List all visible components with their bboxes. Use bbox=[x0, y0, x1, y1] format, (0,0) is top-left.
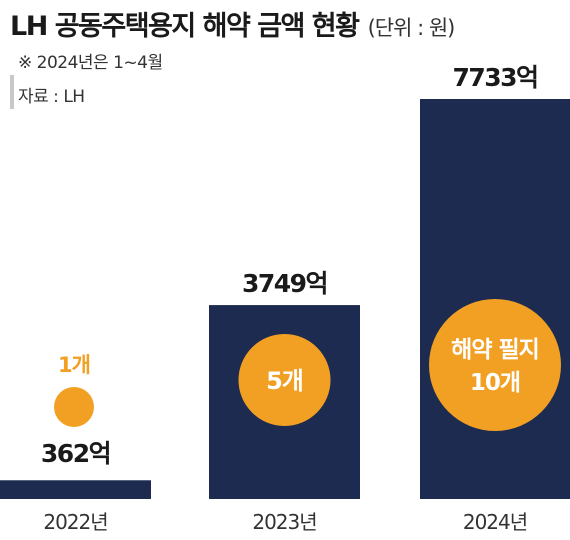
chart-title: LH 공동주택용지 해약 금액 현황 bbox=[10, 11, 360, 42]
count-label: 5개 bbox=[266, 367, 303, 395]
count-label: 10개 bbox=[470, 370, 520, 396]
x-tick-label: 2022년 bbox=[43, 510, 107, 534]
count-caption: 해약 필지 bbox=[451, 337, 539, 363]
bar-1 bbox=[0, 480, 151, 499]
x-tick-label: 2023년 bbox=[252, 510, 316, 534]
count-circle bbox=[238, 334, 331, 426]
count-circle bbox=[429, 299, 561, 431]
value-label: 7733억 bbox=[452, 63, 537, 92]
header: LH 공동주택용지 해약 금액 현황 (단위 : 원) bbox=[10, 4, 456, 43]
value-label: 362억 bbox=[41, 439, 110, 468]
count-label: 1개 bbox=[58, 353, 90, 377]
value-label: 3749억 bbox=[242, 269, 327, 298]
source-label: 자료 : LH bbox=[18, 87, 85, 107]
period-note: ※ 2024년은 1~4월 bbox=[18, 53, 163, 73]
x-tick-label: 2024년 bbox=[463, 510, 527, 534]
source-accent-bar bbox=[10, 75, 14, 109]
unit-label: (단위 : 원) bbox=[367, 16, 456, 40]
count-circle bbox=[54, 387, 94, 427]
